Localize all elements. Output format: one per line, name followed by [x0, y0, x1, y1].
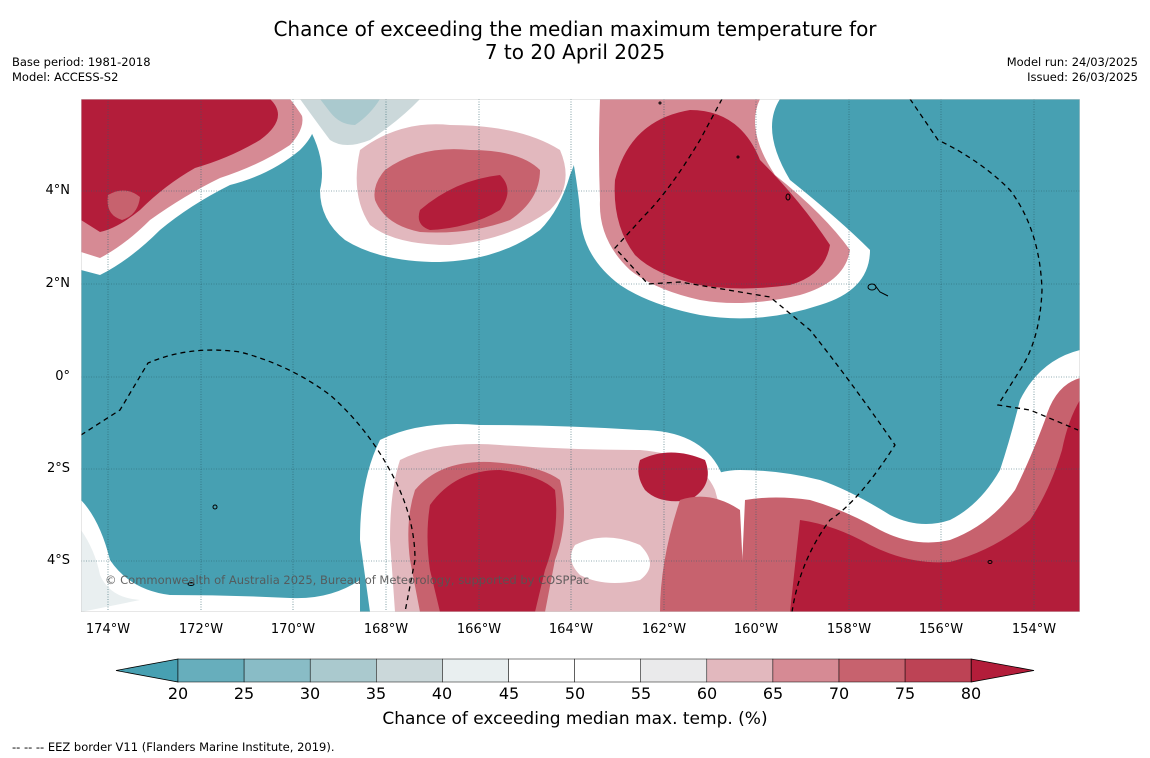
colorbar-segment	[706, 658, 774, 683]
colorbar-segment	[772, 658, 840, 683]
colorbar-segments	[115, 658, 1035, 683]
lon-label-174w: 174°W	[85, 622, 131, 637]
base-period: Base period: 1981-2018	[12, 55, 151, 69]
colorbar-tick-65: 65	[762, 684, 784, 703]
lon-label-172w: 172°W	[178, 622, 224, 637]
colorbar-extend-high	[970, 658, 1035, 683]
warm-region-east	[700, 350, 1080, 612]
lon-label-156w: 156°W	[918, 622, 964, 637]
title-line-1: Chance of exceeding the median maximum t…	[273, 17, 877, 41]
lon-label-168w: 168°W	[363, 622, 409, 637]
colorbar-tick-60: 60	[696, 684, 718, 703]
title-line-2: 7 to 20 April 2025	[484, 40, 666, 64]
graticule	[81, 99, 1080, 612]
colorbar-tick-75: 75	[894, 684, 916, 703]
lat-label-4s: 4°S	[46, 553, 70, 568]
colorbar-segment	[243, 658, 311, 683]
colorbar-tick-20: 20	[167, 684, 189, 703]
colorbar-segment	[376, 658, 443, 683]
lon-label-162w: 162°W	[641, 622, 687, 637]
model-run: Model run: 24/03/2025	[1006, 55, 1138, 69]
chart-title: Chance of exceeding the median maximum t…	[0, 18, 1150, 64]
meta-left: Base period: 1981-2018 Model: ACCESS-S2	[12, 55, 151, 85]
lon-label-154w: 154°W	[1011, 622, 1057, 637]
lat-label-2n: 2°N	[45, 276, 71, 291]
colorbar-tick-35: 35	[365, 684, 387, 703]
colorbar-tick-80: 80	[960, 684, 982, 703]
copyright-notice: © Commonwealth of Australia 2025, Bureau…	[105, 573, 590, 587]
colorbar-tick-25: 25	[233, 684, 255, 703]
lon-label-158w: 158°W	[826, 622, 872, 637]
lat-label-4n: 4°N	[45, 183, 71, 198]
colorbar-tick-50: 50	[564, 684, 586, 703]
colorbar-segment	[574, 658, 641, 683]
colorbar-segment	[309, 658, 377, 683]
colorbar-tick-45: 45	[498, 684, 520, 703]
warm-region-northeast	[560, 99, 870, 319]
colorbar-segment	[177, 658, 245, 683]
colorbar-tick-30: 30	[299, 684, 321, 703]
lon-label-164w: 164°W	[548, 622, 594, 637]
colorbar-segment	[904, 658, 972, 683]
lon-label-166w: 166°W	[456, 622, 502, 637]
colorbar-extend-low	[115, 658, 179, 683]
eez-borders	[81, 99, 1079, 612]
map-area	[81, 99, 1080, 612]
colorbar-segment	[508, 658, 575, 683]
colorbar-segment	[838, 658, 906, 683]
lat-label-2s: 2°S	[46, 461, 70, 476]
lon-label-160w: 160°W	[733, 622, 779, 637]
colorbar-title: Chance of exceeding median max. temp. (%…	[382, 709, 768, 729]
warm-region-north-central	[290, 99, 578, 262]
lat-label-0: 0°	[55, 369, 70, 384]
model-name: Model: ACCESS-S2	[12, 70, 119, 84]
colorbar-tick-40: 40	[431, 684, 453, 703]
colorbar-segment	[442, 658, 509, 683]
islands	[187, 101, 993, 586]
colorbar-segment	[640, 658, 708, 683]
colorbar-tick-55: 55	[630, 684, 652, 703]
warm-region-south-central	[360, 424, 745, 612]
eez-footnote: -- -- -- EEZ border V11 (Flanders Marine…	[12, 740, 335, 754]
issued-date: Issued: 26/03/2025	[1027, 70, 1138, 84]
lon-label-170w: 170°W	[270, 622, 316, 637]
colorbar-tick-70: 70	[828, 684, 850, 703]
meta-right: Model run: 24/03/2025 Issued: 26/03/2025	[1007, 55, 1138, 85]
warm-region-northwest	[81, 99, 315, 275]
cool-edge-southwest	[81, 500, 360, 612]
